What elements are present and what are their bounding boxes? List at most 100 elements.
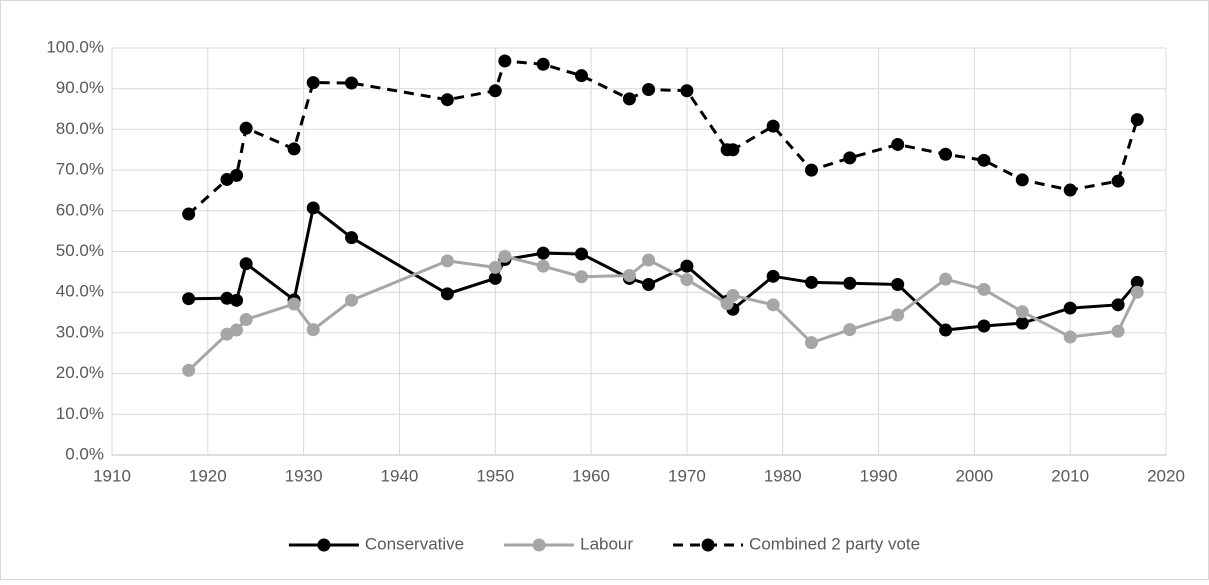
data-point bbox=[498, 54, 512, 68]
data-point bbox=[766, 119, 780, 133]
y-tick-label: 70.0% bbox=[56, 160, 104, 179]
data-point bbox=[642, 83, 656, 97]
y-tick-label: 40.0% bbox=[56, 282, 104, 301]
data-point bbox=[680, 84, 694, 98]
data-point bbox=[536, 259, 550, 273]
x-tick-label: 2010 bbox=[1051, 466, 1089, 485]
data-point bbox=[1111, 174, 1125, 188]
data-point bbox=[239, 121, 253, 135]
data-point bbox=[977, 153, 991, 167]
y-tick-label: 30.0% bbox=[56, 322, 104, 341]
x-tick-label: 1970 bbox=[668, 466, 706, 485]
data-point bbox=[345, 76, 359, 90]
y-tick-label: 80.0% bbox=[56, 119, 104, 138]
data-point bbox=[306, 76, 320, 90]
data-point bbox=[1015, 316, 1029, 330]
data-point bbox=[488, 84, 502, 98]
data-point bbox=[891, 308, 905, 322]
data-point bbox=[804, 163, 818, 177]
data-point bbox=[306, 323, 320, 337]
data-point bbox=[230, 293, 244, 307]
data-point bbox=[642, 277, 656, 291]
x-tick-label: 1910 bbox=[93, 466, 131, 485]
data-point bbox=[1063, 183, 1077, 197]
legend-label: Conservative bbox=[365, 534, 464, 553]
data-point bbox=[726, 288, 740, 302]
data-point bbox=[843, 276, 857, 290]
y-tick-label: 50.0% bbox=[56, 241, 104, 260]
data-point bbox=[977, 319, 991, 333]
data-point bbox=[977, 282, 991, 296]
data-point bbox=[804, 275, 818, 289]
y-tick-label: 10.0% bbox=[56, 404, 104, 423]
y-tick-label: 90.0% bbox=[56, 78, 104, 97]
data-point bbox=[345, 231, 359, 245]
data-point bbox=[1130, 113, 1144, 127]
data-point bbox=[1015, 305, 1029, 319]
data-point bbox=[239, 257, 253, 271]
legend-marker bbox=[532, 538, 546, 552]
data-point bbox=[230, 168, 244, 182]
data-point bbox=[182, 207, 196, 221]
y-tick-label: 0.0% bbox=[65, 444, 104, 463]
data-point bbox=[345, 293, 359, 307]
x-tick-label: 1960 bbox=[572, 466, 610, 485]
data-point bbox=[239, 312, 253, 326]
data-point bbox=[440, 287, 454, 301]
data-point bbox=[1015, 173, 1029, 187]
data-point bbox=[726, 143, 740, 157]
data-point bbox=[843, 151, 857, 165]
data-point bbox=[575, 69, 589, 83]
data-point bbox=[891, 277, 905, 291]
data-point bbox=[287, 142, 301, 156]
data-point bbox=[306, 201, 320, 215]
data-point bbox=[843, 323, 857, 337]
legend-label: Labour bbox=[580, 534, 633, 553]
x-tick-label: 2000 bbox=[955, 466, 993, 485]
data-point bbox=[230, 323, 244, 337]
data-point bbox=[939, 147, 953, 161]
x-tick-label: 1980 bbox=[764, 466, 802, 485]
data-point bbox=[440, 254, 454, 268]
data-point bbox=[182, 363, 196, 377]
data-point bbox=[766, 298, 780, 312]
data-point bbox=[488, 271, 502, 285]
y-tick-label: 100.0% bbox=[46, 37, 104, 56]
y-tick-label: 20.0% bbox=[56, 363, 104, 382]
data-point bbox=[680, 273, 694, 287]
data-point bbox=[1063, 330, 1077, 344]
data-point bbox=[1063, 301, 1077, 315]
data-point bbox=[680, 259, 694, 273]
data-point bbox=[804, 336, 818, 350]
legend-marker bbox=[317, 538, 331, 552]
data-point bbox=[939, 272, 953, 286]
x-tick-label: 1920 bbox=[189, 466, 227, 485]
x-tick-label: 1950 bbox=[476, 466, 514, 485]
data-point bbox=[575, 247, 589, 261]
data-point bbox=[182, 292, 196, 306]
data-point bbox=[488, 260, 502, 274]
y-tick-label: 60.0% bbox=[56, 200, 104, 219]
data-point bbox=[622, 269, 636, 283]
data-point bbox=[536, 246, 550, 260]
data-point bbox=[575, 270, 589, 284]
data-point bbox=[1130, 275, 1144, 289]
data-point bbox=[536, 57, 550, 71]
data-point bbox=[1111, 298, 1125, 312]
data-point bbox=[642, 253, 656, 267]
data-point bbox=[1111, 324, 1125, 338]
x-tick-label: 2020 bbox=[1147, 466, 1185, 485]
legend-marker bbox=[701, 538, 715, 552]
data-point bbox=[498, 249, 512, 263]
data-point bbox=[440, 93, 454, 107]
data-point bbox=[891, 137, 905, 151]
data-point bbox=[622, 92, 636, 106]
x-tick-label: 1940 bbox=[381, 466, 419, 485]
x-tick-label: 1990 bbox=[860, 466, 898, 485]
data-point bbox=[287, 297, 301, 311]
data-point bbox=[939, 323, 953, 337]
legend-label: Combined 2 party vote bbox=[749, 534, 920, 553]
data-point bbox=[766, 269, 780, 283]
